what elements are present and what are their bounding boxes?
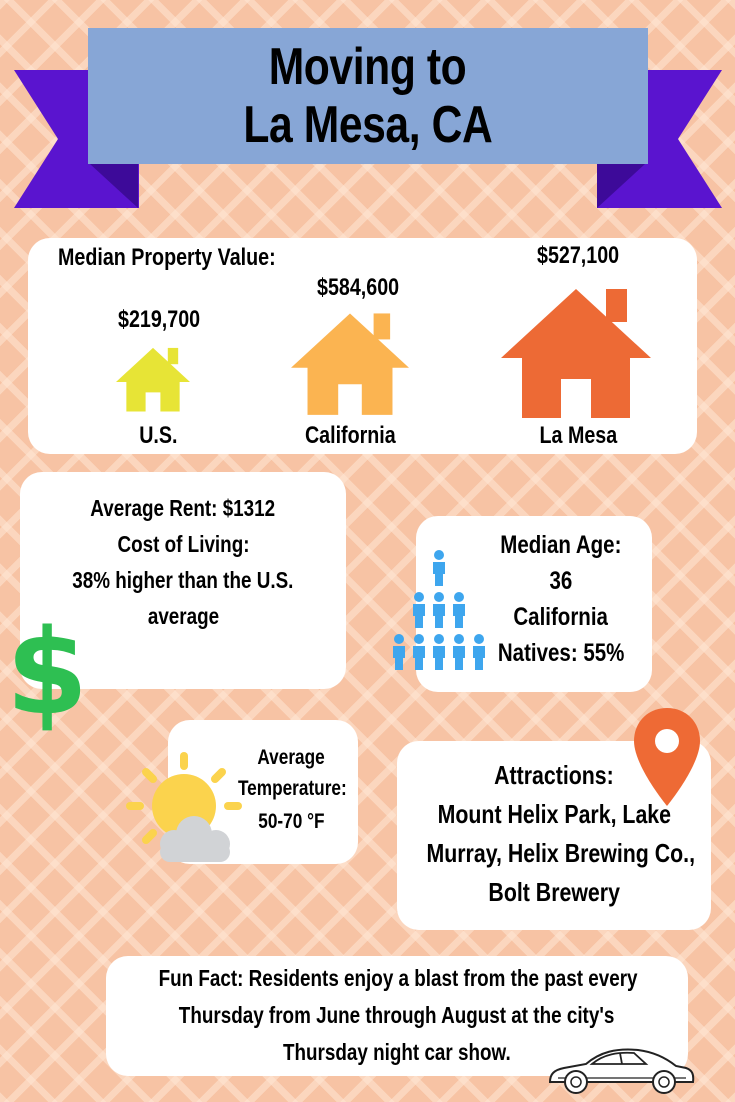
attractions-line-3: Bolt Brewery bbox=[488, 877, 620, 907]
us-label: U.S. bbox=[138, 422, 178, 449]
house-icon-la-mesa bbox=[501, 289, 651, 418]
people-pyramid-icon bbox=[393, 550, 485, 670]
property-heading: Median Property Value: bbox=[58, 244, 276, 271]
fun-fact-line-2: Thursday from June through August at the… bbox=[179, 1002, 615, 1028]
title-line-1: Moving to bbox=[269, 38, 467, 96]
natives-label: California bbox=[513, 603, 609, 631]
california-label: California bbox=[304, 422, 396, 449]
title-banner: Moving to La Mesa, CA bbox=[88, 28, 648, 164]
temperature-label-1: Average bbox=[257, 746, 325, 769]
title-line-2: La Mesa, CA bbox=[243, 96, 493, 154]
attractions-line-2: Murray, Helix Brewing Co., bbox=[426, 838, 696, 868]
car-icon bbox=[548, 1048, 695, 1094]
cost-of-living-label: Cost of Living: bbox=[116, 531, 249, 557]
attractions-label: Attractions: bbox=[494, 760, 614, 790]
temperature-label-2: Temperature: bbox=[237, 777, 347, 800]
house-icon-us bbox=[116, 347, 190, 412]
dollar-sign-icon: $ bbox=[6, 603, 89, 741]
california-value: $584,600 bbox=[316, 274, 400, 301]
la-mesa-label: La Mesa bbox=[539, 422, 617, 449]
temperature-value: 50-70 °F bbox=[257, 810, 325, 833]
fun-fact-line-1: Fun Fact: Residents enjoy a blast from t… bbox=[158, 965, 638, 991]
fun-fact-line-3: Thursday night car show. bbox=[283, 1039, 511, 1065]
attractions-line-1: Mount Helix Park, Lake bbox=[437, 799, 671, 829]
la-mesa-value: $527,100 bbox=[536, 242, 620, 269]
fun-fact-card: Fun Fact: Residents enjoy a blast from t… bbox=[106, 956, 688, 1076]
median-age-label: Median Age: bbox=[500, 531, 622, 559]
cost-of-living-value: 38% higher than the U.S. bbox=[72, 567, 294, 593]
median-age-value: 36 bbox=[549, 567, 573, 595]
property-value-card: Median Property Value: $219,700 U.S. $58… bbox=[28, 238, 697, 454]
cost-of-living-suffix: average bbox=[147, 603, 219, 629]
natives-value: Natives: 55% bbox=[497, 639, 625, 667]
rent-line: Average Rent: $1312 bbox=[90, 495, 276, 521]
sun-cloud-icon bbox=[126, 752, 242, 862]
rent-card: Average Rent: $1312 Cost of Living: 38% … bbox=[20, 472, 346, 689]
map-pin-icon bbox=[634, 708, 700, 806]
us-value: $219,700 bbox=[117, 306, 201, 333]
house-icon-california bbox=[291, 313, 409, 415]
